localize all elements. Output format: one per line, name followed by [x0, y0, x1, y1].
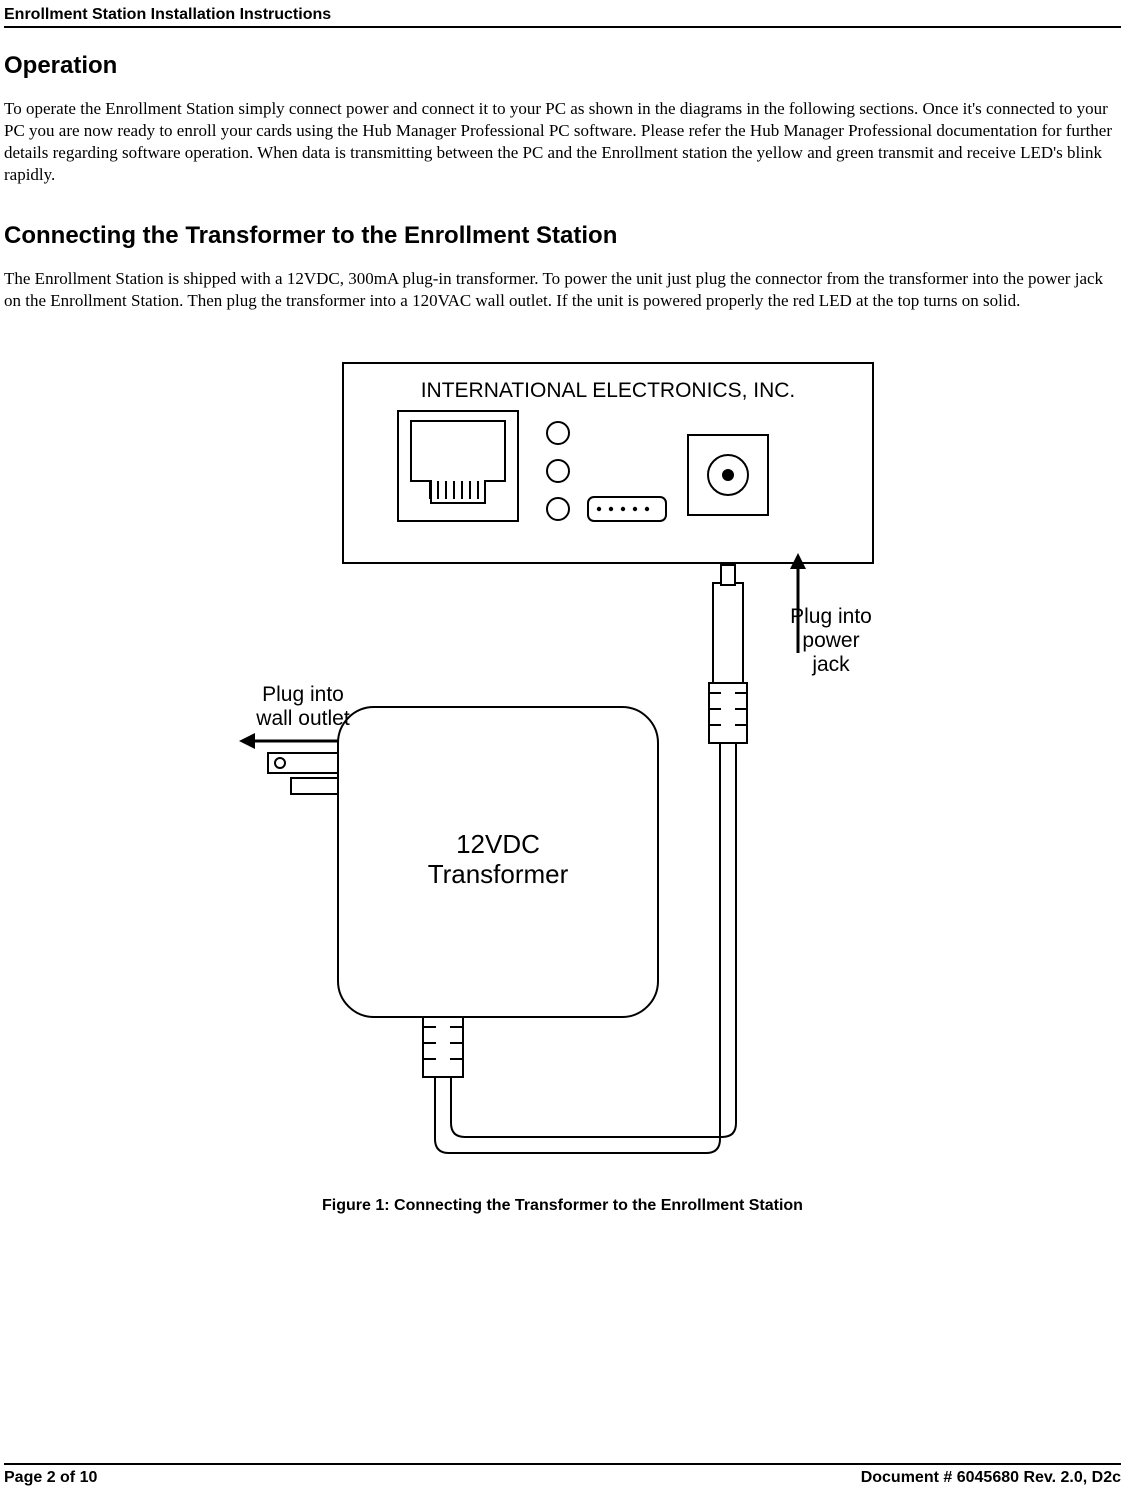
figure-caption: Figure 1: Connecting the Transformer to … — [322, 1197, 803, 1215]
figure-1: INTERNATIONAL ELECTRONICS, INC. Plug into… — [4, 353, 1121, 1215]
operation-body: To operate the Enrollment Station simply… — [4, 98, 1121, 186]
svg-text:Transformer: Transformer — [427, 859, 568, 889]
svg-text:INTERNATIONAL ELECTRONICS, INC: INTERNATIONAL ELECTRONICS, INC. — [420, 379, 795, 402]
footer-page: Page 2 of 10 — [4, 1469, 97, 1487]
header-title: Enrollment Station Installation Instruct… — [4, 6, 331, 23]
transformer-diagram: INTERNATIONAL ELECTRONICS, INC. Plug into… — [233, 353, 893, 1173]
footer-doc: Document # 6045680 Rev. 2.0, D2c — [861, 1469, 1121, 1487]
svg-text:wall outlet: wall outlet — [255, 707, 350, 730]
operation-heading: Operation — [4, 52, 1121, 80]
svg-text:power: power — [802, 629, 859, 652]
svg-text:12VDC: 12VDC — [456, 829, 540, 859]
connecting-heading: Connecting the Transformer to the Enroll… — [4, 222, 1121, 250]
page-footer: Page 2 of 10 Document # 6045680 Rev. 2.0… — [4, 1463, 1121, 1487]
svg-text:Plug into: Plug into — [262, 683, 344, 706]
connecting-body: The Enrollment Station is shipped with a… — [4, 268, 1121, 312]
svg-text:Plug into: Plug into — [790, 605, 872, 628]
page-header: Enrollment Station Installation Instruct… — [4, 0, 1121, 28]
svg-text:jack: jack — [811, 653, 850, 676]
